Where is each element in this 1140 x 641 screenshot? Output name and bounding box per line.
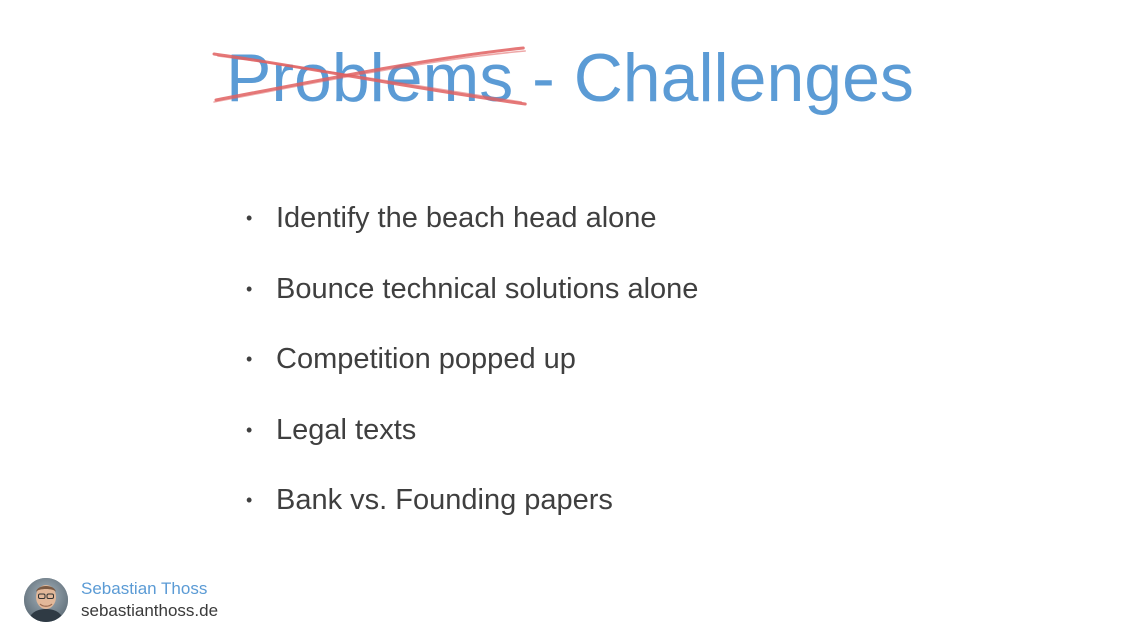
author-info: Sebastian Thoss sebastianthoss.de: [81, 578, 218, 622]
bullet-marker: •: [246, 490, 253, 510]
bullet-item: • Legal texts: [246, 408, 698, 479]
bullet-text: Bounce technical solutions alone: [276, 272, 699, 305]
slide-title: Problems - Challenges: [0, 38, 1140, 118]
author-website: sebastianthoss.de: [81, 601, 219, 620]
bullet-item: • Bounce technical solutions alone: [246, 267, 698, 338]
author-footer: Sebastian Thoss sebastianthoss.de: [24, 578, 218, 622]
title-struck-text: Problems: [226, 40, 514, 116]
person-photo-icon: [24, 578, 68, 622]
bullet-text: Competition popped up: [276, 343, 576, 375]
bullet-marker: •: [246, 419, 253, 440]
title-rest-text: - Challenges: [513, 40, 914, 116]
bullet-marker: •: [246, 208, 253, 228]
struck-out-word: Problems: [212, 38, 527, 118]
bullet-marker: •: [246, 349, 253, 369]
bullet-text: Identify the beach head alone: [276, 202, 657, 234]
bullet-item: • Identify the beach head alone: [246, 196, 698, 267]
bullet-marker: •: [246, 278, 253, 299]
bullet-item: • Bank vs. Founding papers: [246, 478, 698, 549]
bullet-text: Legal texts: [276, 413, 417, 446]
bullet-text: Bank vs. Founding papers: [276, 484, 613, 516]
bullet-list: • Identify the beach head alone • Bounce…: [246, 196, 698, 549]
author-name: Sebastian Thoss: [81, 579, 208, 598]
bullet-item: • Competition popped up: [246, 337, 698, 408]
avatar: [24, 578, 68, 622]
